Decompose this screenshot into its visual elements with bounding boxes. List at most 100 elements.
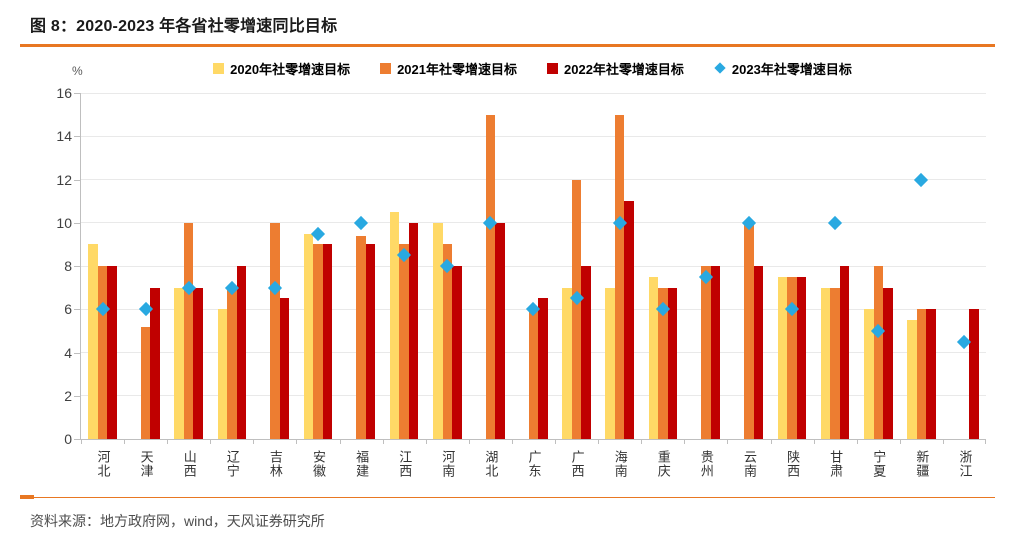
category-group-11 xyxy=(555,93,598,439)
x-axis-tick xyxy=(468,440,470,444)
category-group-1 xyxy=(124,93,167,439)
category-group-8 xyxy=(426,93,469,439)
bar-series2-cat8 xyxy=(452,266,462,439)
legend-item-0: 2020年社零增速目标 xyxy=(213,59,350,78)
x-axis-category-label-15: 云南 xyxy=(741,450,757,478)
bar-series1-cat5 xyxy=(313,244,323,439)
bar-series0-cat8 xyxy=(433,222,443,439)
bar-series0-cat3 xyxy=(217,309,228,439)
x-axis-tick xyxy=(985,440,986,444)
legend-item-label: 2022年社零增速目标 xyxy=(564,61,684,77)
y-axis-tick xyxy=(74,395,80,397)
bar-series2-cat0 xyxy=(107,266,117,439)
y-axis-tick-label: 6 xyxy=(64,301,72,318)
bar-series0-cat7 xyxy=(389,211,400,439)
x-axis-tick xyxy=(770,440,772,444)
x-axis-category-label-9: 湖北 xyxy=(483,450,499,478)
x-axis-category-label-4: 吉林 xyxy=(267,450,283,478)
legend-item-1: 2021年社零增速目标 xyxy=(380,59,517,78)
y-axis-unit-label: % xyxy=(72,64,83,78)
bar-series1-cat2 xyxy=(183,222,194,439)
bar-series1-cat12 xyxy=(614,114,625,439)
y-axis-tick-label: 8 xyxy=(64,258,72,274)
bar-series2-cat4 xyxy=(279,298,290,439)
bar-series1-cat1 xyxy=(140,326,151,439)
x-axis-tick xyxy=(296,440,298,444)
x-axis-tick xyxy=(81,440,82,444)
bar-series1-cat16 xyxy=(787,276,797,439)
category-group-20 xyxy=(943,93,986,439)
category-group-19 xyxy=(900,93,943,439)
bar-series1-cat0 xyxy=(97,266,108,439)
legend-marker-square-icon xyxy=(213,62,225,74)
bar-series2-cat15 xyxy=(753,266,764,439)
legend-item-3: 2023年社零增速目标 xyxy=(714,59,852,78)
legend-item-label: 2020年社零增速目标 xyxy=(230,61,351,77)
category-group-16 xyxy=(771,93,814,439)
y-axis-tick-label: 12 xyxy=(56,171,72,188)
x-axis-tick xyxy=(856,440,858,444)
legend-marker-square-icon xyxy=(547,62,558,74)
bottom-divider-line xyxy=(20,497,995,498)
y-axis-tick-label: 14 xyxy=(56,128,72,145)
bar-series1-cat11 xyxy=(571,179,582,439)
bar-series1-cat10 xyxy=(528,309,539,439)
y-axis-tick-label: 16 xyxy=(56,85,72,101)
bar-series2-cat5 xyxy=(322,244,333,439)
bar-series2-cat16 xyxy=(796,276,807,439)
x-axis-tick xyxy=(598,440,600,444)
category-group-14 xyxy=(684,93,727,439)
x-axis-tick xyxy=(210,440,212,444)
gridline-12 xyxy=(81,179,986,180)
x-axis-category-label-2: 山西 xyxy=(181,450,197,478)
gridline-14 xyxy=(81,135,986,137)
x-axis-tick xyxy=(124,440,126,444)
category-group-0 xyxy=(81,93,124,439)
x-axis-category-label-12: 海南 xyxy=(612,450,628,478)
bar-series2-cat17 xyxy=(839,266,850,439)
bar-series2-cat12 xyxy=(624,201,634,439)
category-group-7 xyxy=(383,93,426,439)
category-group-5 xyxy=(296,93,339,439)
x-axis-category-label-17: 甘肃 xyxy=(828,450,844,478)
bar-series2-cat11 xyxy=(581,266,591,439)
x-axis-category-label-14: 贵州 xyxy=(698,450,714,478)
bar-series2-cat9 xyxy=(495,222,505,439)
x-axis-tick xyxy=(813,440,815,444)
plot-area xyxy=(80,92,986,444)
bottom-divider xyxy=(20,495,995,500)
x-axis-tick xyxy=(899,440,901,444)
bar-series1-cat15 xyxy=(744,222,754,439)
category-group-10 xyxy=(512,93,555,439)
legend-item-label: 2023年社零增速目标 xyxy=(731,61,852,77)
bar-series1-cat18 xyxy=(873,266,883,439)
category-group-2 xyxy=(167,93,210,439)
x-axis-tick xyxy=(511,440,513,444)
x-axis-category-label-20: 浙江 xyxy=(957,450,973,478)
diamond-point-series3-cat6 xyxy=(354,215,369,230)
bar-series1-cat7 xyxy=(399,244,409,439)
category-group-12 xyxy=(598,93,641,439)
bar-series2-cat20 xyxy=(969,309,979,439)
y-axis-tick-label: 4 xyxy=(64,344,72,361)
y-axis-tick-label: 0 xyxy=(64,431,72,447)
category-group-9 xyxy=(469,93,512,439)
bar-series2-cat6 xyxy=(365,244,376,439)
x-axis-category-label-7: 江西 xyxy=(397,450,413,478)
x-axis-tick xyxy=(339,440,341,444)
title-divider xyxy=(20,44,995,47)
category-group-15 xyxy=(727,93,770,439)
bar-series2-cat10 xyxy=(538,298,548,439)
bar-series0-cat2 xyxy=(174,287,184,439)
x-axis-category-label-16: 陕西 xyxy=(785,450,801,478)
y-axis-tick xyxy=(74,309,80,311)
bar-series0-cat17 xyxy=(820,287,831,439)
bar-series2-cat13 xyxy=(667,287,678,439)
category-group-13 xyxy=(641,93,684,439)
x-axis-category-label-5: 安徽 xyxy=(311,450,327,478)
bar-series2-cat7 xyxy=(408,222,419,439)
y-axis-tick-label: 2 xyxy=(64,387,72,404)
legend-marker-diamond-icon xyxy=(714,62,726,74)
legend-item-2: 2022年社零增速目标 xyxy=(547,59,684,78)
y-axis-tick xyxy=(74,439,80,440)
